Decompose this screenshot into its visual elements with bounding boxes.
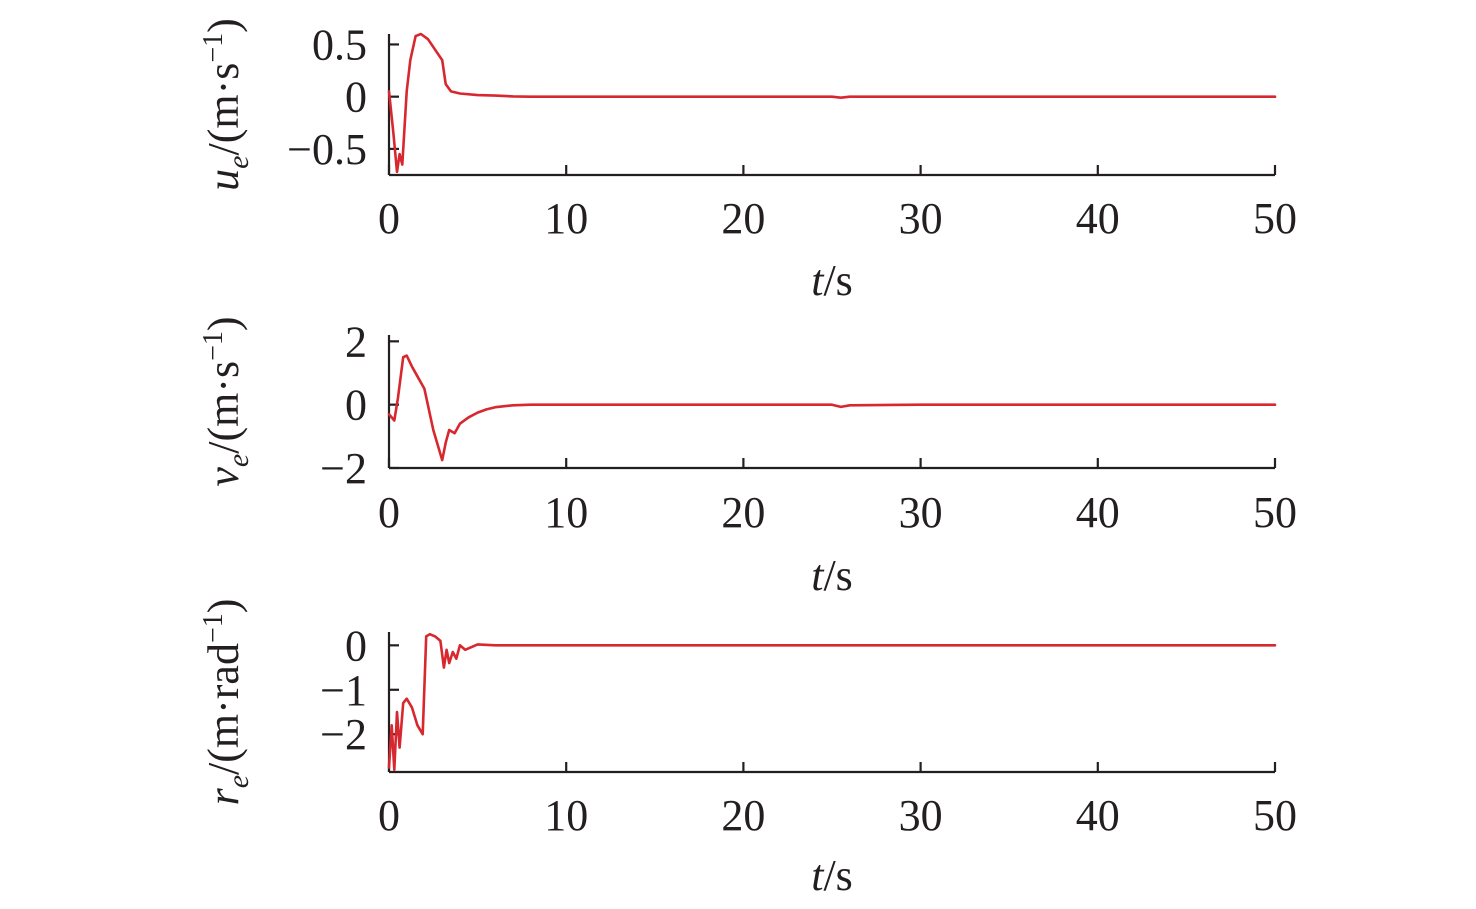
x-tick-label: 20 <box>721 488 765 537</box>
y-tick-label: 0 <box>345 73 367 122</box>
y-tick-label: 2 <box>345 317 367 366</box>
y-tick-label: 0 <box>345 381 367 430</box>
x-tick-label: 50 <box>1253 791 1297 840</box>
x-tick-label: 20 <box>721 791 765 840</box>
series-line-ve <box>387 354 1277 462</box>
y-axis-title: re/(m·rad−1) <box>198 599 255 806</box>
y-tick-label: −2 <box>320 710 367 759</box>
x-tick-label: 40 <box>1076 791 1120 840</box>
x-tick-label: 10 <box>544 194 588 243</box>
y-tick-label: −2 <box>320 444 367 493</box>
x-axis-title: t/s <box>811 256 853 305</box>
y-tick-label: −0.5 <box>287 125 367 174</box>
x-tick-label: 50 <box>1253 488 1297 537</box>
x-tick-label: 10 <box>544 791 588 840</box>
x-tick-label: 40 <box>1076 488 1120 537</box>
x-tick-label: 0 <box>378 194 400 243</box>
x-axis-title: t/s <box>811 551 853 600</box>
x-tick-label: 50 <box>1253 194 1297 243</box>
series-line-ue <box>387 32 1277 174</box>
y-axis-title: ve/(m·s−1) <box>198 316 255 486</box>
x-tick-label: 20 <box>721 194 765 243</box>
subplot-ue: 0 10 20 30 40 500.50−0.5t/sue/(m·s−1) <box>198 18 1297 305</box>
x-tick-label: 0 <box>378 488 400 537</box>
x-axis-title: t/s <box>811 851 853 900</box>
y-axis-title: ue/(m·s−1) <box>198 18 255 191</box>
x-tick-label: 0 <box>378 791 400 840</box>
x-tick-label: 10 <box>544 488 588 537</box>
y-tick-label: 0.5 <box>312 20 367 69</box>
x-tick-label: 40 <box>1076 194 1120 243</box>
y-tick-label: 0 <box>345 621 367 670</box>
x-tick-label: 30 <box>899 194 943 243</box>
y-tick-label: −1 <box>320 666 367 715</box>
subplot-re: 0 10 20 30 40 500−1−2t/sre/(m·rad−1) <box>198 599 1297 900</box>
series-line-re <box>387 632 1277 772</box>
x-tick-label: 30 <box>899 488 943 537</box>
x-tick-label: 30 <box>899 791 943 840</box>
